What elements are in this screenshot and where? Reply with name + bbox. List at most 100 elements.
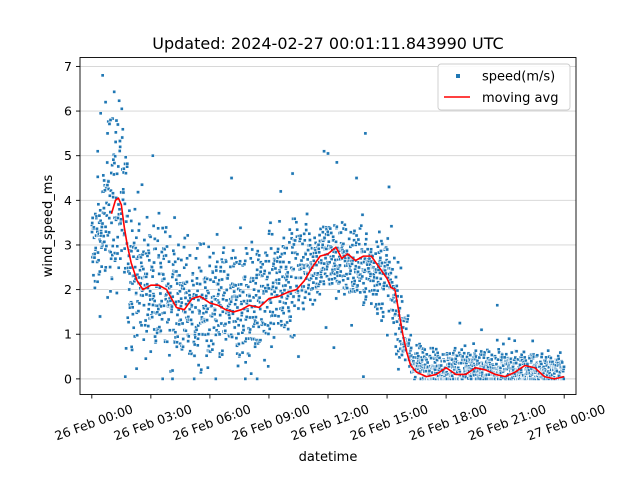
speed-point [396,260,400,265]
speed-point [460,354,465,359]
speed-point [267,271,272,275]
speed-point [110,163,114,168]
speed-point [335,160,339,165]
speed-point [98,314,102,319]
speed-point [270,310,275,315]
speed-point [371,292,376,297]
speed-point [268,220,273,225]
speed-point [90,259,95,264]
speed-point [147,302,151,307]
speed-point [198,282,202,286]
speed-point [121,197,125,202]
speed-point [338,269,343,274]
speed-point [346,276,350,281]
speed-point [240,311,244,315]
speed-point [245,308,250,313]
speed-point [265,275,270,279]
speed-point [379,249,383,253]
speed-point [307,291,311,296]
speed-point [363,131,368,136]
speed-point [262,329,266,334]
speed-point [244,315,249,319]
speed-point [235,305,240,310]
speed-point [292,303,297,308]
speed-point [509,350,514,355]
speed-point [482,355,486,360]
speed-point [150,265,154,269]
speed-point [420,358,424,362]
speed-point [231,311,235,316]
speed-point [435,358,439,362]
speed-point [213,308,217,312]
speed-point [120,228,124,233]
y-tick-label: 0 [64,371,72,386]
speed-point [241,290,246,294]
speed-point [350,243,355,247]
speed-point [168,328,172,333]
speed-point [243,259,248,263]
speed-point [223,328,228,333]
speed-point [315,271,320,276]
speed-point [147,251,151,255]
speed-point [554,369,559,373]
speed-point [95,149,100,154]
speed-point [304,222,308,227]
speed-point [365,247,370,252]
speed-point [305,257,310,262]
speed-point [310,302,315,307]
speed-point [128,265,133,270]
speed-point [228,265,233,269]
speed-point [278,299,282,304]
speed-point [396,367,401,372]
speed-point [142,303,146,308]
speed-point [539,362,544,366]
speed-point [496,347,501,352]
speed-point [121,190,126,195]
speed-point [158,328,163,333]
speed-point [162,310,167,315]
speed-point [151,294,156,298]
speed-point [196,336,200,341]
speed-point [530,339,535,343]
speed-point [263,259,268,264]
speed-point [450,357,454,362]
speed-point [234,336,239,340]
speed-point [143,323,148,328]
speed-point [177,322,181,327]
speed-point [406,313,410,318]
speed-point [266,286,271,291]
speed-point [122,246,127,251]
speed-point [546,348,551,353]
speed-point [375,307,380,311]
speed-point [214,264,218,269]
speed-point [238,293,242,298]
speed-point [123,374,128,379]
speed-point [119,248,124,253]
speed-point [195,246,200,251]
speed-point [97,213,102,218]
speed-point [387,185,391,189]
speed-point [153,334,157,339]
speed-point [178,317,183,322]
speed-point [157,272,162,276]
speed-point [96,202,101,207]
speed-point [522,350,526,354]
speed-point [104,213,109,218]
speed-point [188,253,192,258]
speed-point [121,166,126,171]
speed-point [166,282,171,286]
speed-point [345,286,349,290]
speed-point [117,98,121,103]
speed-point [196,363,201,367]
speed-point [256,324,261,329]
speed-point [218,313,223,317]
speed-point [258,338,263,343]
speed-point [242,262,247,267]
speed-point [110,276,114,281]
speed-point [151,224,156,228]
speed-point [366,266,371,271]
speed-point [277,277,281,282]
speed-point [162,247,167,252]
speed-point [123,202,127,206]
speed-point [489,357,494,362]
